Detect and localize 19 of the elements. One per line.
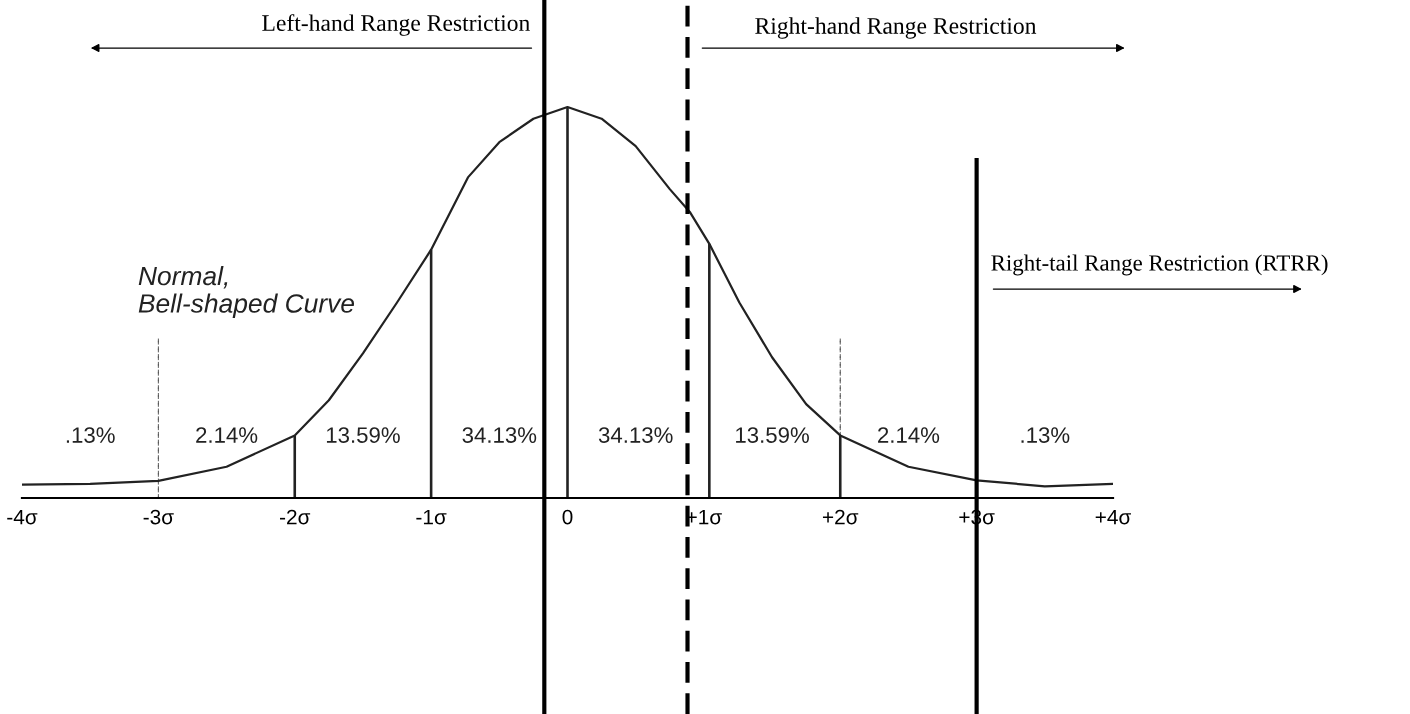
annotation: Normal, Bell-shaped Curve bbox=[138, 265, 355, 319]
x-tick-label: +2σ bbox=[822, 509, 859, 525]
x-tick-label: -1σ bbox=[416, 509, 447, 525]
annotation: 13.59% bbox=[326, 427, 400, 443]
ref-line-label: Right-hand Range Restriction bbox=[755, 17, 1037, 39]
x-tick-label: -4σ bbox=[7, 509, 38, 525]
annotation: 13.59% bbox=[736, 427, 809, 443]
annotation: 2.14% bbox=[878, 427, 940, 443]
ref-line-label: Right-tail Range Restriction (RTRR) bbox=[991, 254, 1328, 276]
annotation: 2.14% bbox=[196, 427, 258, 443]
x-tick-label: 0 bbox=[562, 509, 573, 525]
annotation: 34.13% bbox=[462, 427, 537, 443]
x-tick-label: +4σ bbox=[1095, 509, 1131, 525]
annotation: .13% bbox=[66, 427, 115, 443]
x-tick-label: -3σ bbox=[143, 509, 174, 525]
annotation: 34.13% bbox=[598, 427, 673, 443]
x-tick-label: -2σ bbox=[279, 509, 311, 525]
annotation: .13% bbox=[1021, 427, 1070, 443]
ref-line-label: Left-hand Range Restriction bbox=[262, 14, 530, 36]
